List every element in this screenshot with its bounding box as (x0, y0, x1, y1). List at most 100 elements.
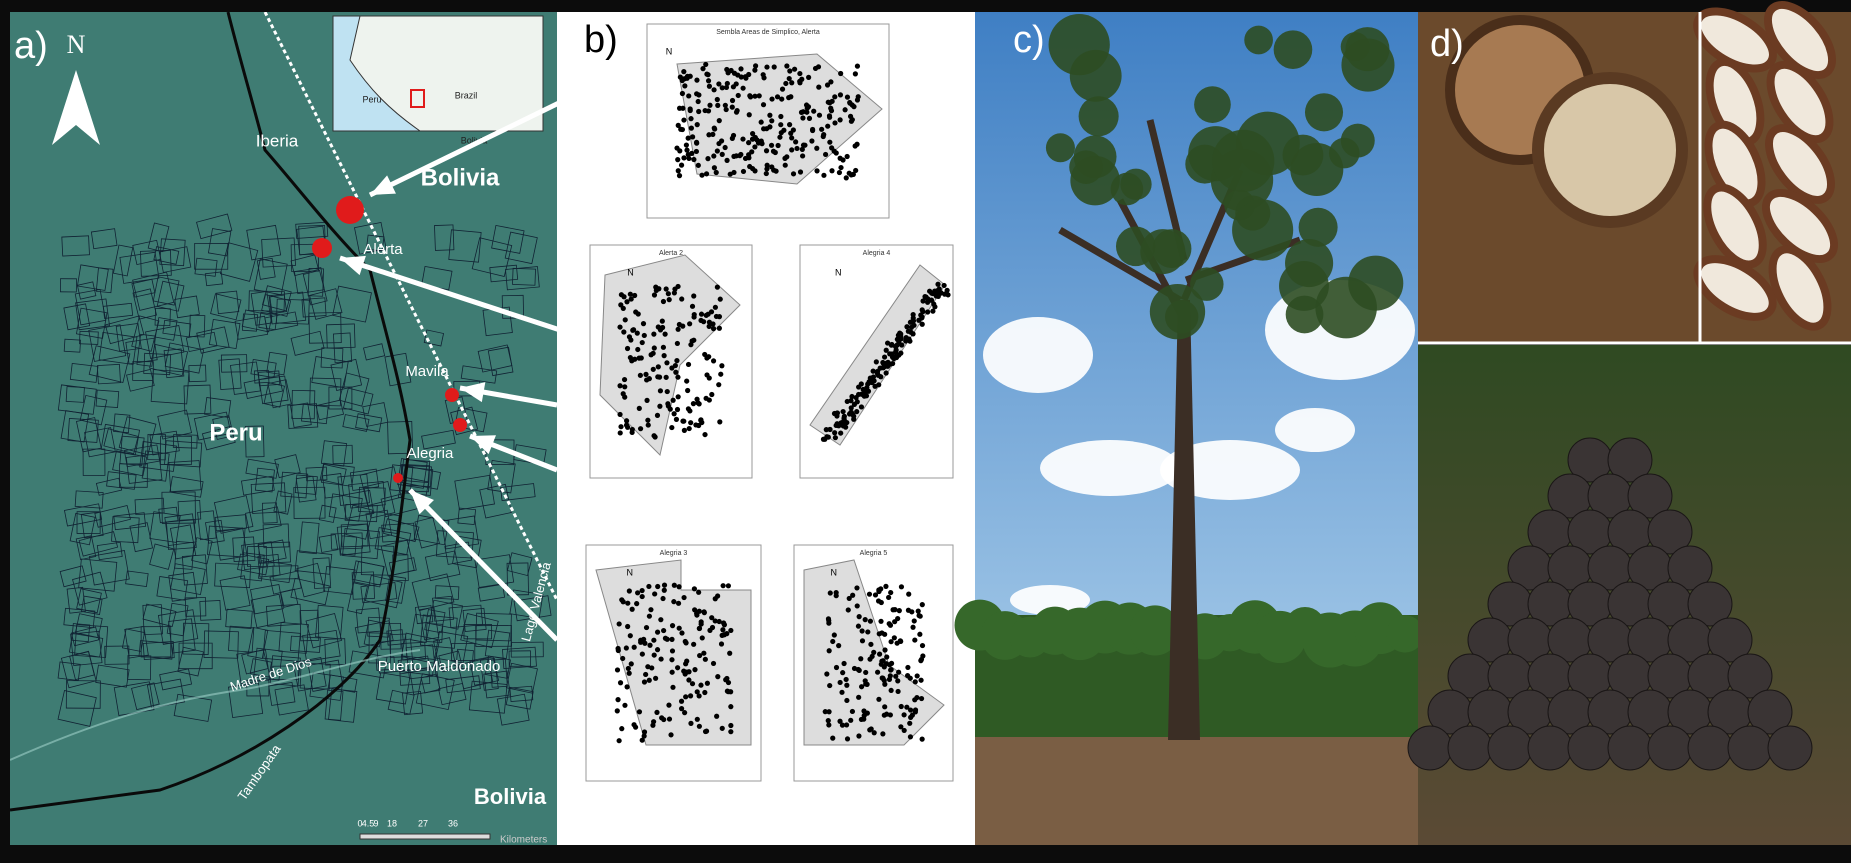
tree-point (781, 128, 786, 133)
tree-point (652, 345, 657, 350)
tree-point (775, 94, 780, 99)
fruit (1528, 726, 1572, 770)
map-north: N (627, 567, 634, 577)
tree-point (628, 355, 633, 360)
tree-point (677, 148, 682, 153)
tree-point (653, 676, 658, 681)
tree-point (680, 106, 685, 111)
tree-point (617, 621, 622, 626)
tree-point (637, 406, 642, 411)
tree-point (845, 154, 850, 159)
tree-point (675, 157, 680, 162)
tree-point (896, 333, 901, 338)
tree-point (847, 101, 852, 106)
tree-point (691, 293, 696, 298)
tree-point (661, 299, 666, 304)
tree-point (817, 113, 822, 118)
tree-point (686, 362, 691, 367)
tree-point (834, 665, 839, 670)
tree-point (715, 97, 720, 102)
tree-point (850, 709, 855, 714)
tree-point (617, 738, 622, 743)
tree-point (718, 297, 723, 302)
tree-point (747, 112, 752, 117)
tree-point (882, 704, 887, 709)
tree-point (703, 729, 708, 734)
tree-point (832, 632, 837, 637)
tree-point (633, 725, 638, 730)
tree-point (787, 68, 792, 73)
tree-point (706, 78, 711, 83)
fruit (1448, 726, 1492, 770)
tree-point (860, 638, 865, 643)
tree-point (625, 624, 630, 629)
tree-point (642, 729, 647, 734)
tree-point (910, 713, 915, 718)
tree-point (707, 628, 712, 633)
tree-point (687, 321, 692, 326)
tree-point (752, 94, 757, 99)
scale-tick: 18 (387, 818, 397, 828)
tree-point (675, 665, 680, 670)
north-label: N (67, 30, 86, 59)
tree-point (717, 419, 722, 424)
tree-point (838, 430, 843, 435)
tree-point (800, 153, 805, 158)
tree-point (856, 384, 861, 389)
study-site (453, 418, 467, 432)
canopy (1150, 284, 1205, 339)
tree-point (666, 291, 671, 296)
tree-point (647, 614, 652, 619)
tree-point (622, 395, 627, 400)
tree-point (672, 583, 677, 588)
canopy (1194, 86, 1231, 123)
tree-point (789, 147, 794, 152)
tree-point (764, 171, 769, 176)
tree-point (888, 590, 893, 595)
tree-point (694, 78, 699, 83)
tree-point (880, 731, 885, 736)
map-north: N (835, 267, 842, 277)
tree-point (710, 132, 715, 137)
tree-point (625, 346, 630, 351)
tree-point (721, 583, 726, 588)
tree-point (929, 291, 934, 296)
tree-point (690, 134, 695, 139)
tree-point (642, 333, 647, 338)
tree-point (864, 393, 869, 398)
tree-point (832, 94, 837, 99)
tree-point (722, 632, 727, 637)
tree-point (730, 136, 735, 141)
tree-point (917, 632, 922, 637)
tree-point (884, 370, 889, 375)
tree-point (705, 681, 710, 686)
tree-point (876, 382, 881, 387)
tree-point (859, 404, 864, 409)
tree-point (684, 669, 689, 674)
tree-point (648, 607, 653, 612)
canopy (1244, 26, 1273, 55)
tree-point (686, 93, 691, 98)
tree-point (811, 109, 816, 114)
tree-point (676, 327, 681, 332)
tree-point (666, 703, 671, 708)
tree-point (658, 617, 663, 622)
tree-point (856, 667, 861, 672)
tree-point (882, 664, 887, 669)
tree-point (832, 120, 837, 125)
tree-point (850, 593, 855, 598)
tree-point (697, 609, 702, 614)
tree-point (851, 414, 856, 419)
tree-point (930, 309, 935, 314)
tree-point (778, 114, 783, 119)
panel-label: b) (584, 19, 618, 61)
tree-point (826, 100, 831, 105)
tree-point (881, 365, 886, 370)
tree-point (669, 425, 674, 430)
tree-point (787, 122, 792, 127)
panel-label: d) (1430, 23, 1464, 65)
tree-point (667, 297, 672, 302)
tree-point (794, 146, 799, 151)
tree-point (635, 347, 640, 352)
tree-point (697, 693, 702, 698)
